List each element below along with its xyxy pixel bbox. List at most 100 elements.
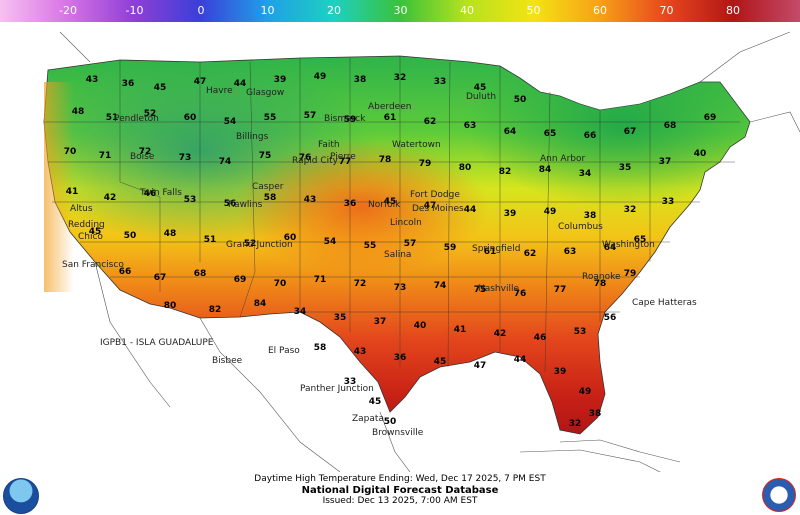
temperature-value: 42: [103, 193, 117, 203]
temperature-value: 33: [433, 77, 447, 87]
city-label: Panther Junction: [300, 384, 374, 394]
temperature-value: 51: [105, 113, 119, 123]
temperature-value: 44: [513, 355, 527, 365]
temperature-value: 39: [273, 75, 287, 85]
temperature-value: 55: [363, 241, 377, 251]
temperature-value: 80: [458, 163, 472, 173]
colorbar-tick-label: 40: [460, 4, 474, 17]
temperature-value: 38: [588, 409, 602, 419]
colorbar-tick-label: 70: [659, 4, 674, 17]
city-label: Lincoln: [390, 218, 422, 228]
city-label: Aberdeen: [368, 102, 412, 112]
temperature-value: 32: [393, 73, 407, 83]
city-label: Fort Dodge: [410, 190, 460, 200]
temperature-value: 73: [393, 283, 407, 293]
temperature-value: 39: [553, 367, 567, 377]
temperature-value: 73: [178, 153, 192, 163]
temperature-value: 68: [663, 121, 677, 131]
temperature-map: [43, 31, 800, 472]
city-label: Watertown: [392, 140, 441, 150]
temperature-value: 53: [573, 327, 587, 337]
temperature-value: 62: [423, 117, 437, 127]
temperature-value: 36: [121, 79, 135, 89]
temperature-value: 45: [473, 83, 487, 93]
city-label: Havre: [206, 86, 233, 96]
city-label: Bismarck: [324, 114, 366, 124]
temperature-value: 36: [343, 199, 357, 209]
city-label: Norfolk: [368, 200, 401, 210]
temperature-value: 74: [433, 281, 447, 291]
temperature-value: 40: [693, 149, 707, 159]
temperature-value: 53: [183, 195, 197, 205]
state-boundaries: [44, 56, 740, 373]
temperature-value: 78: [593, 279, 607, 289]
temperature-value: 69: [233, 275, 247, 285]
temperature-value: 64: [603, 243, 617, 253]
colorbar-tick-label: 0: [197, 4, 205, 17]
temperature-value: 59: [443, 243, 457, 253]
temperature-value: 42: [493, 329, 507, 339]
temperature-value: 79: [623, 269, 637, 279]
temperature-color-scale: -20 -10 0 10 20 30 40 50 60 70 80: [0, 0, 800, 22]
temperature-value: 49: [578, 387, 592, 397]
temperature-value: 72: [353, 279, 367, 289]
temperature-value: 71: [313, 275, 327, 285]
temperature-value: 72: [138, 147, 152, 157]
temperature-value: 52: [243, 239, 257, 249]
temperature-value: 84: [253, 299, 267, 309]
temperature-value: 78: [378, 155, 392, 165]
temperature-value: 62: [523, 249, 537, 259]
temperature-value: 54: [223, 117, 237, 127]
temperature-value: 38: [353, 75, 367, 85]
temperature-value: 45: [368, 397, 382, 407]
temperature-value: 54: [323, 237, 337, 247]
city-label: Duluth: [466, 92, 497, 102]
temperature-value: 33: [661, 197, 675, 207]
temperature-value: 59: [343, 115, 357, 125]
temperature-value: 45: [433, 357, 447, 367]
temperature-value: 38: [583, 211, 597, 221]
temperature-value: 41: [453, 325, 467, 335]
temperature-value: 74: [218, 157, 232, 167]
temperature-value: 66: [583, 131, 597, 141]
temperature-value: 45: [153, 83, 167, 93]
city-label: Chico: [78, 232, 103, 242]
colorbar-tick-label: -10: [125, 4, 144, 17]
temperature-value: 60: [283, 233, 297, 243]
temperature-value: 77: [338, 157, 352, 167]
temperature-value: 48: [163, 229, 177, 239]
caption-line-1: Daytime High Temperature Ending: Wed, De…: [254, 474, 546, 484]
city-label: Ann Arbor: [540, 154, 586, 164]
temperature-value: 37: [658, 157, 672, 167]
temperature-value: 75: [473, 285, 487, 295]
temperature-value: 32: [623, 205, 637, 215]
temperature-value: 71: [98, 151, 112, 161]
temperature-value: 58: [263, 193, 277, 203]
city-label: Des Moines: [412, 204, 464, 214]
temperature-value: 65: [543, 129, 557, 139]
city-label: Nashville: [478, 284, 520, 294]
temperature-value: 45: [383, 197, 397, 207]
caption-line-3: Issued: Dec 13 2025, 7:00 AM EST: [322, 496, 478, 506]
city-label: Altus: [70, 204, 93, 214]
temperature-value: 50: [383, 417, 397, 427]
temperature-value: 47: [193, 77, 207, 87]
city-label: Cape Hatteras: [632, 298, 697, 308]
temperature-value: 69: [703, 113, 717, 123]
temperature-value: 65: [633, 235, 647, 245]
city-label: Pierre: [330, 152, 356, 162]
temperature-value: 70: [273, 279, 287, 289]
city-label: Salina: [384, 250, 412, 260]
temperature-value: 60: [183, 113, 197, 123]
temperature-value: 56: [603, 313, 617, 323]
temperature-value: 35: [618, 163, 632, 173]
temperature-value: 50: [513, 95, 527, 105]
temperature-value: 76: [298, 153, 312, 163]
city-label: Rawlins: [228, 200, 263, 210]
temperature-value: 56: [223, 199, 237, 209]
temperature-value: 46: [533, 333, 547, 343]
temperature-value: 35: [333, 313, 347, 323]
temperature-value: 64: [503, 127, 517, 137]
city-label: Rapid City: [292, 156, 338, 166]
colorbar-tick-label: -20: [59, 4, 77, 17]
